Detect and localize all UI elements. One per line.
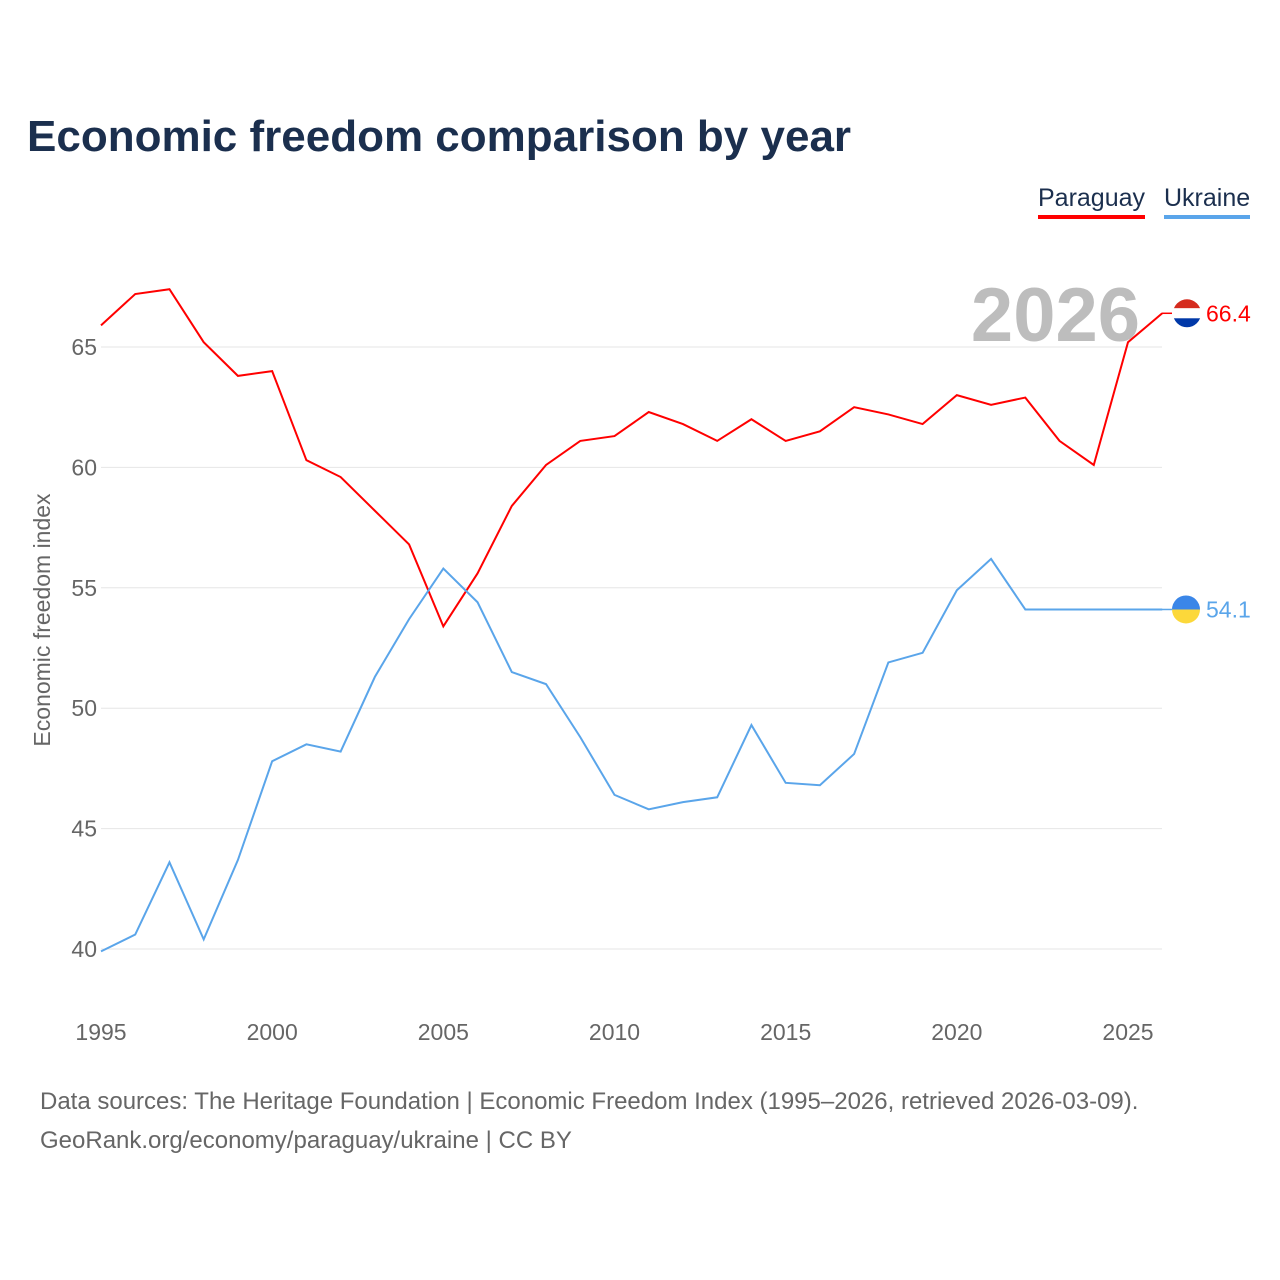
legend-ukraine[interactable]: Ukraine <box>1164 184 1251 219</box>
y-tick-label: 40 <box>71 936 97 962</box>
y-tick-label: 65 <box>71 334 97 360</box>
x-tick-label: 2005 <box>418 1019 469 1045</box>
x-tick-label: 1995 <box>75 1019 126 1045</box>
flag-icon-ukraine <box>1172 609 1200 624</box>
y-axis-label: Economic freedom index <box>29 493 55 747</box>
x-tick-label: 2015 <box>760 1019 811 1045</box>
x-tick-label: 2020 <box>931 1019 982 1045</box>
y-tick-label: 45 <box>71 816 97 842</box>
source-url[interactable]: GeoRank.org/economy/paraguay/ukraine | C… <box>40 1127 572 1154</box>
end-value-label: 66.4 <box>1206 300 1251 326</box>
flag-icon-paraguay <box>1173 308 1201 319</box>
series-line-paraguay <box>100 288 1163 629</box>
y-tick-label: 60 <box>71 454 97 480</box>
source-note: Data sources: The Heritage Foundation | … <box>40 1088 1139 1115</box>
flag-icon-ukraine <box>1172 595 1200 610</box>
year-watermark: 2026 <box>971 273 1140 358</box>
x-tick-label: 2025 <box>1102 1019 1153 1045</box>
x-tick-label: 2000 <box>247 1019 298 1045</box>
flag-icon-paraguay <box>1173 299 1201 309</box>
y-tick-label: 50 <box>71 695 97 721</box>
chart-title: Economic freedom comparison by year <box>27 112 852 161</box>
end-value-label: 54.1 <box>1206 596 1251 622</box>
x-tick-label: 2010 <box>589 1019 640 1045</box>
legend-paraguay[interactable]: Paraguay <box>1038 184 1146 219</box>
y-tick-label: 55 <box>71 575 97 601</box>
flag-icon-paraguay <box>1173 318 1201 328</box>
series-line-ukraine <box>100 557 1163 953</box>
